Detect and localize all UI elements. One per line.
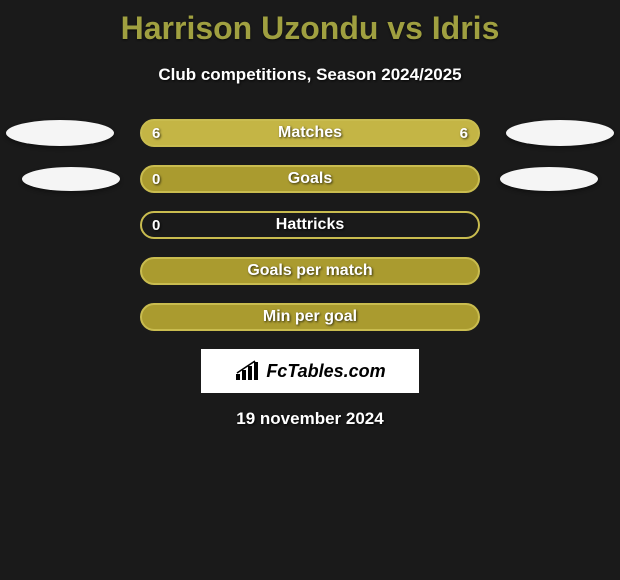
stat-bar: Goals per match [140,257,480,285]
subtitle: Club competitions, Season 2024/2025 [0,65,620,85]
stat-row: Goals 0 [0,165,620,193]
stat-right-value: 6 [460,125,468,142]
player-ellipse-right [500,167,598,191]
stat-label: Goals per match [247,262,372,280]
stat-row: Min per goal [0,303,620,331]
date-text: 19 november 2024 [0,409,620,429]
page-title: Harrison Uzondu vs Idris [0,0,620,47]
brand-text: FcTables.com [266,361,385,382]
stat-bar: Goals 0 [140,165,480,193]
player-ellipse-left [22,167,120,191]
stat-bar: Hattricks 0 [140,211,480,239]
stat-bar: Matches 6 6 [140,119,480,147]
chart-icon [234,360,262,382]
stat-label: Matches [278,124,342,142]
stat-left-value: 0 [152,217,160,234]
player-ellipse-left [6,120,114,146]
player-ellipse-right [506,120,614,146]
stat-left-value: 0 [152,171,160,188]
stat-row: Matches 6 6 [0,119,620,147]
stat-left-value: 6 [152,125,160,142]
stat-row: Goals per match [0,257,620,285]
stat-label: Hattricks [276,216,344,234]
stat-label: Goals [288,170,332,188]
comparison-chart: Matches 6 6 Goals 0 Hattricks 0 Goals per match… [0,119,620,331]
stat-row: Hattricks 0 [0,211,620,239]
brand-box: FcTables.com [201,349,419,393]
stat-bar: Min per goal [140,303,480,331]
stat-label: Min per goal [263,308,357,326]
